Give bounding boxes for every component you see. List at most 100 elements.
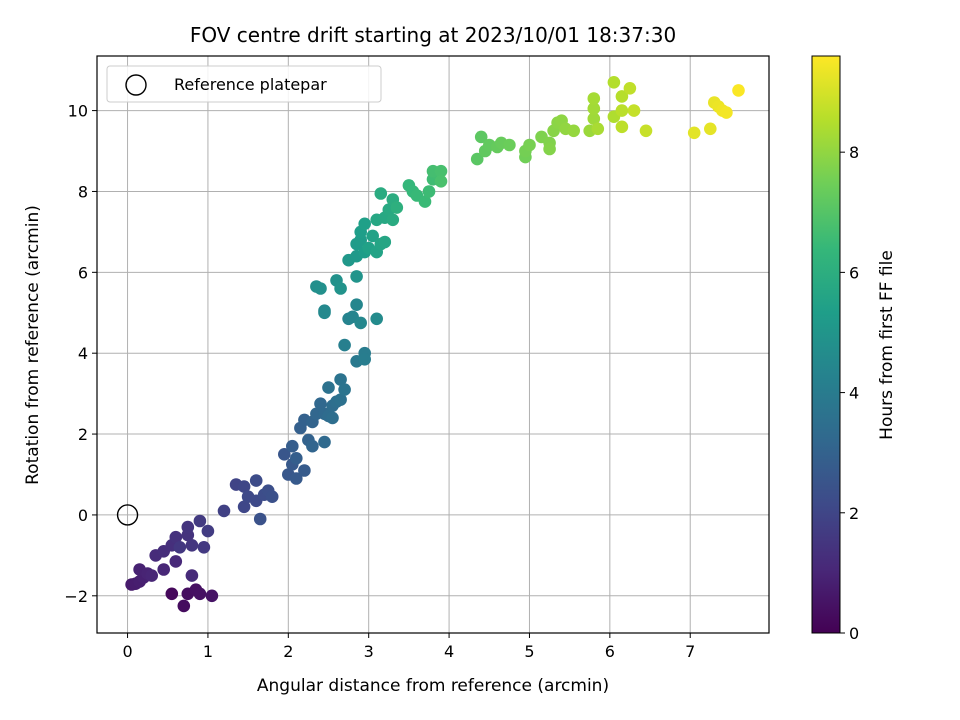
data-point bbox=[523, 138, 536, 152]
data-point bbox=[205, 589, 219, 603]
data-point bbox=[434, 164, 448, 178]
data-point bbox=[181, 520, 195, 534]
legend: Reference platepar bbox=[106, 65, 382, 103]
data-point bbox=[334, 282, 347, 295]
y-axis-label: Rotation from reference (arcmin) bbox=[23, 205, 43, 485]
y-tick-label: 2 bbox=[78, 425, 88, 444]
data-point bbox=[306, 439, 319, 453]
data-point bbox=[587, 92, 601, 105]
x-tick-label: 5 bbox=[524, 642, 534, 661]
data-point bbox=[543, 142, 556, 156]
data-point bbox=[237, 480, 251, 493]
y-tick-label: 0 bbox=[78, 506, 88, 525]
data-point bbox=[687, 126, 701, 140]
x-tick-label: 4 bbox=[444, 642, 454, 661]
colorbar-tick-label: 2 bbox=[849, 504, 859, 523]
y-tick-label: 10 bbox=[68, 102, 88, 121]
reference-platepar-marker bbox=[116, 504, 139, 526]
data-point bbox=[165, 587, 179, 601]
data-point bbox=[326, 411, 339, 425]
data-point bbox=[370, 312, 384, 326]
data-point bbox=[587, 112, 601, 125]
data-point bbox=[366, 229, 380, 243]
legend-marker-icon bbox=[125, 74, 147, 96]
reference-marker bbox=[116, 504, 139, 526]
data-point bbox=[145, 569, 158, 582]
y-tick-label: 8 bbox=[78, 182, 88, 201]
data-point bbox=[474, 130, 488, 144]
data-point bbox=[201, 524, 215, 538]
data-point bbox=[237, 500, 251, 514]
data-point bbox=[290, 472, 303, 485]
y-tick-label: −2 bbox=[64, 587, 88, 606]
chart-title: FOV centre drift starting at 2023/10/01 … bbox=[190, 23, 676, 47]
data-point bbox=[338, 383, 351, 396]
data-point bbox=[197, 541, 211, 554]
data-point bbox=[157, 563, 170, 576]
data-point bbox=[591, 122, 605, 136]
x-tick-label: 1 bbox=[203, 642, 213, 661]
data-point bbox=[422, 185, 436, 198]
data-point bbox=[322, 381, 335, 394]
data-point bbox=[720, 106, 733, 119]
data-point bbox=[253, 512, 267, 526]
data-point bbox=[627, 104, 641, 117]
colorbar-tick-label: 6 bbox=[849, 263, 859, 282]
data-point bbox=[334, 373, 347, 386]
data-points bbox=[125, 76, 745, 613]
colorbar-tick-label: 0 bbox=[849, 624, 859, 643]
colorbar-label: Hours from first FF file bbox=[877, 250, 897, 440]
legend-label: Reference platepar bbox=[174, 75, 327, 94]
y-tick-label: 4 bbox=[78, 344, 88, 363]
data-point bbox=[732, 84, 745, 97]
colorbar-tick-label: 4 bbox=[849, 384, 859, 403]
data-point bbox=[177, 599, 191, 613]
data-point bbox=[318, 306, 331, 320]
data-point bbox=[378, 235, 392, 249]
x-axis-ticks: 0 1 2 3 4 5 6 7 bbox=[122, 633, 695, 661]
y-tick-label: 6 bbox=[78, 263, 88, 282]
data-point bbox=[278, 448, 291, 461]
data-point bbox=[607, 76, 621, 89]
data-point bbox=[298, 464, 311, 477]
data-point bbox=[169, 530, 183, 544]
x-tick-label: 2 bbox=[283, 642, 293, 661]
data-point bbox=[318, 435, 331, 449]
y-axis-ticks: −2 0 2 4 6 8 10 bbox=[64, 102, 97, 606]
data-point bbox=[314, 397, 327, 411]
data-point bbox=[185, 539, 199, 552]
data-point bbox=[185, 569, 199, 582]
data-point bbox=[374, 187, 388, 200]
colorbar bbox=[811, 55, 841, 634]
data-point bbox=[434, 175, 448, 188]
x-axis-label: Angular distance from reference (arcmin) bbox=[257, 676, 609, 696]
data-point bbox=[615, 120, 629, 134]
data-point bbox=[193, 587, 207, 601]
data-point bbox=[338, 338, 351, 352]
data-point bbox=[615, 90, 629, 103]
data-point bbox=[169, 555, 183, 568]
data-point bbox=[350, 270, 363, 283]
data-point bbox=[567, 124, 580, 138]
data-point bbox=[623, 82, 637, 95]
plot-frame bbox=[96, 55, 770, 634]
data-point bbox=[503, 138, 516, 152]
x-tick-label: 3 bbox=[364, 642, 374, 661]
legend-box bbox=[106, 65, 382, 103]
data-point bbox=[314, 282, 327, 295]
data-point bbox=[290, 452, 303, 465]
data-point bbox=[350, 298, 363, 312]
data-point bbox=[615, 104, 629, 117]
data-point bbox=[265, 490, 279, 504]
data-point bbox=[390, 201, 404, 214]
x-tick-label: 7 bbox=[685, 642, 695, 661]
data-point bbox=[418, 195, 432, 208]
data-point bbox=[173, 541, 187, 554]
data-point bbox=[639, 124, 653, 138]
data-point bbox=[358, 217, 372, 231]
x-tick-label: 6 bbox=[605, 642, 615, 661]
data-point bbox=[386, 213, 400, 227]
data-point bbox=[354, 316, 368, 330]
data-point bbox=[587, 102, 601, 115]
